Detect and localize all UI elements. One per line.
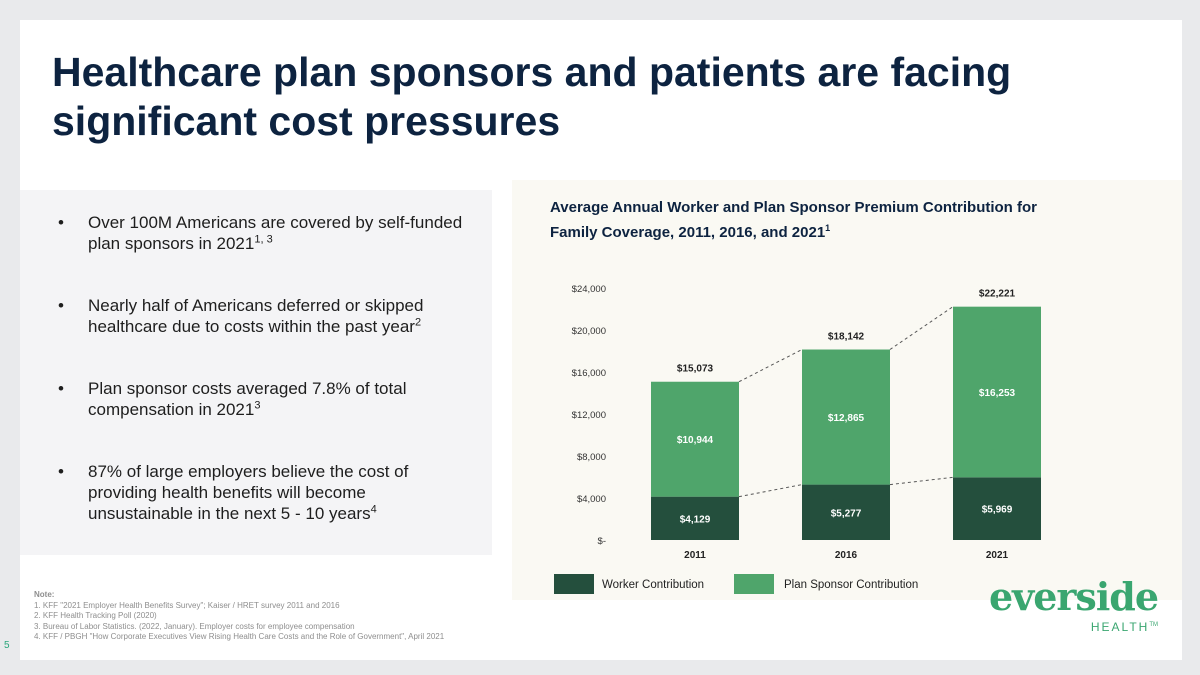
bullet-item: Plan sponsor costs averaged 7.8% of tota… <box>20 378 492 420</box>
data-label-worker: $5,969 <box>982 505 1013 516</box>
bullet-list: Over 100M Americans are covered by self-… <box>20 212 492 565</box>
y-tick-label: $- <box>598 536 606 547</box>
slide: Healthcare plan sponsors and patients ar… <box>20 20 1182 660</box>
y-tick-label: $20,000 <box>572 326 606 337</box>
data-label-plan-sponsor: $12,865 <box>828 413 865 424</box>
data-label-plan-sponsor: $10,944 <box>677 435 714 446</box>
y-tick-label: $8,000 <box>577 452 606 463</box>
bar-worker-contribution <box>953 477 1041 540</box>
bullet-item: Over 100M Americans are covered by self-… <box>20 212 492 254</box>
y-tick-label: $24,000 <box>572 284 606 295</box>
premium-contribution-chart: $- $4,000 $8,000 $12,000 $16,000 $20,000 $24,0… <box>554 284 1041 594</box>
footnote-item: 2. KFF Health Tracking Poll (2020) <box>34 611 157 620</box>
connector-line-total <box>738 349 803 383</box>
connector-line-total <box>889 306 954 350</box>
x-tick-label: 2011 <box>684 550 706 561</box>
data-label-total: $15,073 <box>677 364 714 375</box>
legend-swatch-plan-sponsor <box>734 574 774 594</box>
bar-plan-sponsor-contribution <box>953 306 1041 478</box>
connector-line-worker <box>738 484 803 498</box>
footnotes-heading: Note: <box>34 590 55 599</box>
footnote-item: 4. KFF / PBGH "How Corporate Executives … <box>34 632 445 641</box>
bullet-item: Nearly half of Americans deferred or ski… <box>20 295 492 337</box>
chart-panel: Average Annual Worker and Plan Sponsor P… <box>512 180 1182 600</box>
data-label-plan-sponsor: $16,253 <box>979 388 1016 399</box>
logo-subtitle: HEALTHTM <box>1090 620 1158 634</box>
y-tick-label: $12,000 <box>572 410 606 421</box>
bar-worker-contribution <box>651 496 739 540</box>
bar-worker-contribution <box>802 484 890 540</box>
footnote-item: 3. Bureau of Labor Statistics. (2022, Ja… <box>34 621 355 631</box>
bar-plan-sponsor-contribution <box>651 381 739 497</box>
chart-title: Average Annual Worker and Plan Sponsor P… <box>550 199 1038 241</box>
chart-title-footnote: 1 <box>825 223 831 233</box>
data-label-total: $18,142 <box>828 332 865 343</box>
data-label-worker: $5,277 <box>831 508 862 519</box>
page-number: 5 <box>4 640 10 651</box>
bullet-panel: Over 100M Americans are covered by self-… <box>20 190 492 555</box>
bullet-item: 87% of large employers believe the cost … <box>20 461 492 524</box>
data-label-worker: $4,129 <box>680 514 711 525</box>
legend-label-worker: Worker Contribution <box>602 579 704 591</box>
footnote-item: 1. KFF "2021 Employer Health Benefits Su… <box>34 600 340 610</box>
data-label-total: $22,221 <box>979 289 1016 300</box>
page-title: Healthcare plan sponsors and patients ar… <box>52 49 1012 144</box>
legend-label-plan-sponsor: Plan Sponsor Contribution <box>784 579 918 591</box>
y-tick-label: $16,000 <box>572 368 606 379</box>
x-tick-label: 2016 <box>835 550 858 561</box>
legend-swatch-worker <box>554 574 594 594</box>
everside-logo: everside HEALTHTM <box>978 574 1159 666</box>
bar-plan-sponsor-contribution <box>802 349 890 485</box>
footnotes: Note: 1. KFF "2021 Employer Health Benef… <box>34 590 554 643</box>
y-tick-label: $4,000 <box>577 494 606 505</box>
connector-line-worker <box>889 476 954 486</box>
x-tick-label: 2021 <box>986 550 1009 561</box>
logo-wordmark: everside <box>988 574 1159 619</box>
